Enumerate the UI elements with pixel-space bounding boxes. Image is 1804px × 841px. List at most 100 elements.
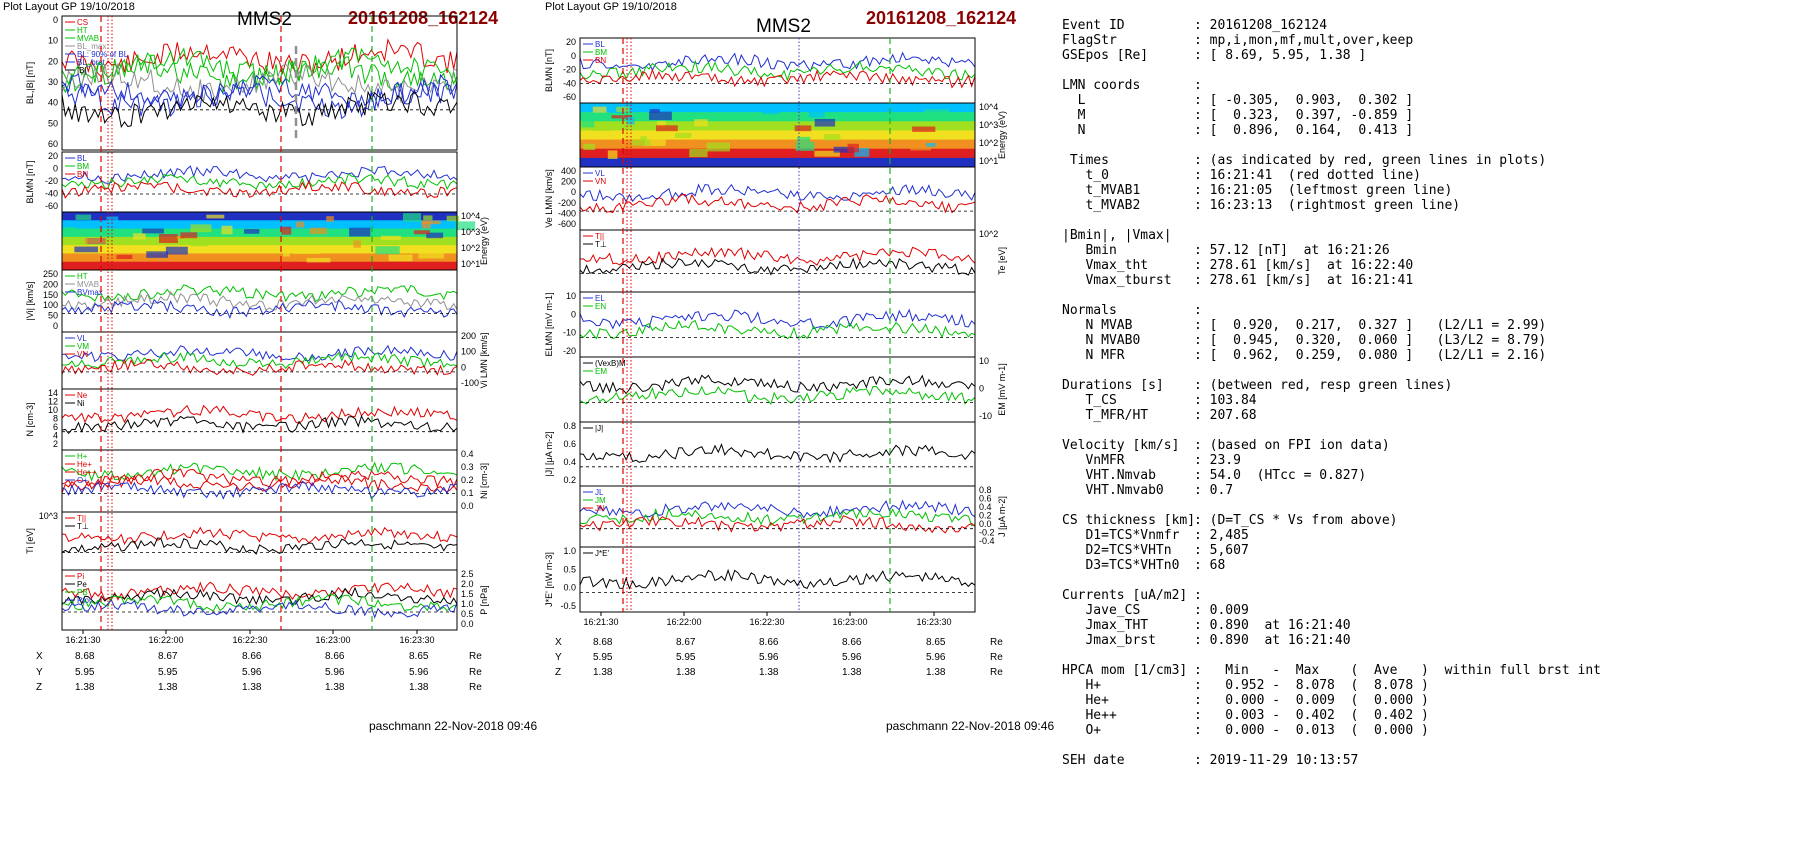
- spectrogram-patch: [375, 246, 400, 255]
- spectrogram-patch: [402, 213, 422, 222]
- info-value: : (based on FPI ion data): [1194, 438, 1390, 453]
- info-key: D1=TCS*Vnmfr: [1062, 528, 1180, 543]
- y-tick-label: -60: [563, 92, 576, 102]
- info-row: Vmax_tht: 278.61 [km/s] at 16:22:40: [1062, 258, 1601, 273]
- position-value: 5.96: [242, 667, 262, 678]
- position-value: 8.66: [842, 637, 862, 648]
- info-key: VnMFR: [1062, 453, 1125, 468]
- spectrogram-band: [580, 157, 975, 168]
- info-row: t_MVAB2: 16:23:13 (rightmost green line): [1062, 198, 1601, 213]
- y-tick-label: 10^3: [461, 227, 480, 237]
- layout-label: Plot Layout GP 19/10/2018: [545, 1, 677, 13]
- position-value: 8.67: [676, 637, 696, 648]
- y-tick-label: 0.4: [461, 449, 474, 459]
- y-tick-label: -100: [461, 378, 479, 388]
- info-value: : 68: [1194, 558, 1226, 573]
- spectrogram-patch: [221, 225, 233, 235]
- y-tick-label: 6: [53, 422, 58, 432]
- info-value: : [ 0.896, 0.164, 0.413 ]: [1194, 123, 1414, 138]
- info-key: Jave_CS: [1062, 603, 1141, 618]
- spectrogram-patch: [657, 120, 666, 128]
- panel-frame: [61, 569, 458, 631]
- spectrogram-patch: [594, 121, 612, 131]
- info-row: T_CS: 103.84: [1062, 393, 1601, 408]
- y-axis-label: BLMN [nT]: [544, 49, 554, 92]
- legend-label: BVmax: [77, 288, 103, 297]
- spectrogram-patch: [854, 147, 870, 157]
- spectrogram-patch: [796, 136, 811, 143]
- info-row: Times: (as indicated by red, green lines…: [1062, 153, 1601, 168]
- legend-label: CS: [77, 18, 88, 27]
- y-tick-label: -600: [558, 219, 576, 229]
- x-tick-label: 16:22:30: [232, 635, 267, 645]
- spectrogram-patch: [814, 118, 836, 127]
- position-unit: Re: [990, 652, 1003, 663]
- info-value: : mp,i,mon,mf,mult,over,keep: [1194, 33, 1414, 48]
- info-row: D1=TCS*Vnmfr: 2,485: [1062, 528, 1601, 543]
- spectrogram-patch: [912, 126, 936, 132]
- y-tick-label: -10: [979, 411, 992, 421]
- info-key: t_0: [1062, 168, 1109, 183]
- position-row-label: X: [36, 651, 43, 662]
- y-tick-label: 0.2: [979, 511, 992, 521]
- position-value: 8.66: [325, 651, 345, 662]
- legend-label: O+: [77, 476, 88, 485]
- info-value: : 0.009: [1194, 603, 1249, 618]
- legend-label: EM: [595, 367, 607, 376]
- legend-label: HT: [77, 272, 88, 281]
- spectrogram-band: [62, 236, 457, 246]
- position-value: 1.38: [75, 682, 95, 693]
- info-row: Jmax_THT: 0.890 at 16:21:40: [1062, 618, 1601, 633]
- spectrogram-patch: [116, 254, 133, 259]
- info-spacer: [1062, 423, 1601, 438]
- info-value: : Min - Max ( Ave ) within full brst int: [1194, 663, 1601, 678]
- series-line: [62, 344, 458, 363]
- legend-label: VN: [595, 177, 606, 186]
- series-line: [579, 499, 976, 519]
- y-tick-label: 0.6: [563, 439, 576, 449]
- position-row-label: X: [555, 637, 562, 648]
- spectrogram-band: [62, 212, 457, 221]
- info-key: GSEpos [Re]: [1062, 48, 1149, 63]
- legend-label: BL_max: [77, 42, 106, 51]
- position-value: 1.38: [593, 667, 613, 678]
- legend-label: JL: [595, 488, 604, 497]
- legend-label: He+: [77, 460, 92, 469]
- y-axis-label: J [μA m-2]: [997, 496, 1007, 537]
- panel-frame: [579, 421, 976, 487]
- position-value: 1.38: [242, 682, 262, 693]
- position-row-label: Z: [555, 667, 561, 678]
- spectrogram-patch: [823, 134, 841, 141]
- position-value: 8.66: [242, 651, 262, 662]
- info-value: : 0.890 at 16:21:40: [1194, 633, 1351, 648]
- legend-label: Ni: [77, 399, 85, 408]
- info-key: H+: [1062, 678, 1102, 693]
- spectrogram-patch: [293, 248, 320, 255]
- spectrogram-patch: [75, 214, 92, 220]
- series-line: [579, 443, 976, 464]
- y-tick-label: 20: [48, 56, 58, 66]
- info-spacer: [1062, 648, 1601, 663]
- legend-label: JM: [595, 496, 606, 505]
- spacecraft-title: MMS2: [756, 16, 811, 37]
- spectrogram-patch: [644, 139, 666, 146]
- y-tick-label: 0.2: [563, 475, 576, 485]
- info-spacer: [1062, 768, 1601, 783]
- info-key: D2=TCS*VHTn: [1062, 543, 1172, 558]
- y-tick-label: 10: [48, 405, 58, 415]
- info-key: Times: [1062, 153, 1109, 168]
- info-spacer: [1062, 363, 1601, 378]
- panel-frame: [579, 37, 976, 104]
- info-key: CS thickness [km]: [1062, 513, 1196, 528]
- info-spacer: [1062, 213, 1601, 228]
- y-tick-label: 400: [561, 166, 576, 176]
- info-row: VHT.Nmvab0: 0.7: [1062, 483, 1601, 498]
- y-tick-label: 200: [561, 177, 576, 187]
- legend-label: H+: [77, 452, 88, 461]
- y-tick-label: 40: [48, 98, 58, 108]
- info-key: Velocity [km/s]: [1062, 438, 1180, 453]
- spectrogram-patch: [649, 108, 660, 113]
- position-value: 1.38: [759, 667, 779, 678]
